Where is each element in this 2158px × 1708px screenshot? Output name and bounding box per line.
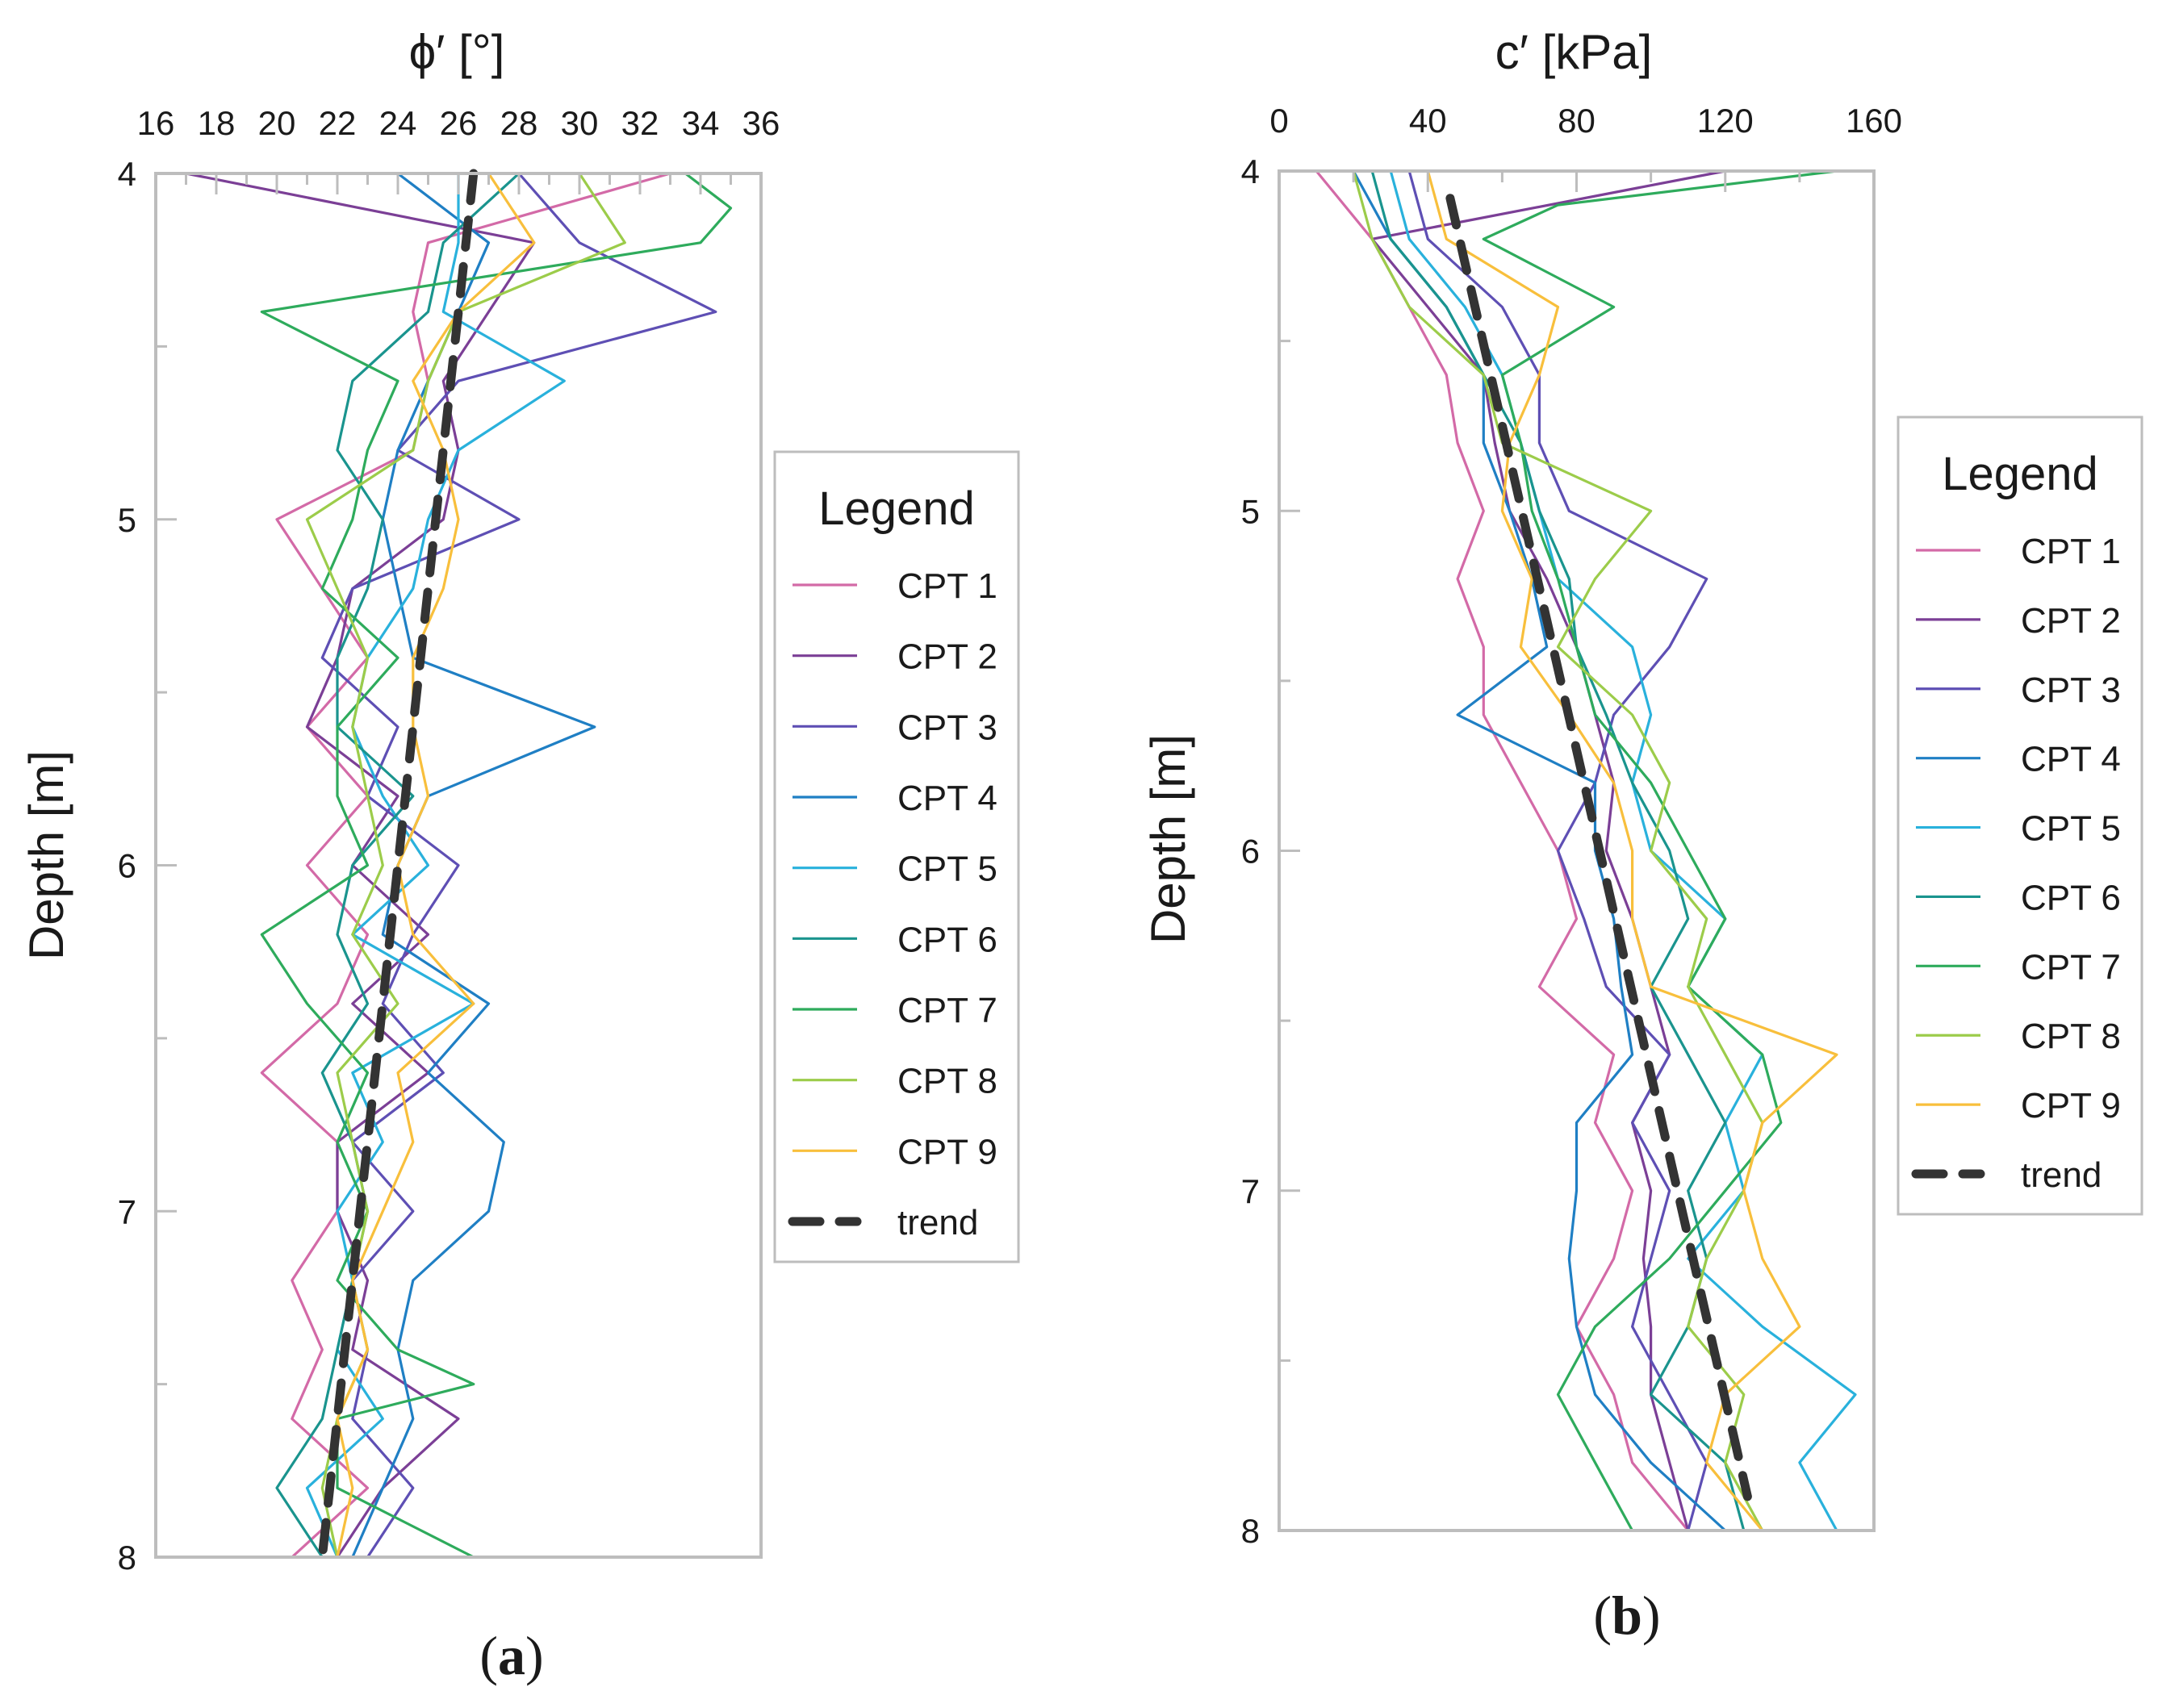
- panel-a-x-tick-label: 20: [258, 104, 296, 142]
- panel-a-legend-title: Legend: [818, 482, 975, 535]
- panel-a-legend-label: CPT 9: [897, 1132, 997, 1171]
- panel-b-x-tick-label: 0: [1269, 102, 1288, 140]
- panel-a-trend-line: [317, 169, 479, 1562]
- panel-a-caption: (a): [479, 1625, 543, 1686]
- panel-b-x-tick-label: 40: [1409, 102, 1447, 140]
- panel-a-legend-label: CPT 1: [897, 566, 997, 606]
- panel-b-series-cpt-7: [1482, 169, 1838, 1531]
- panel-a-y-tick-label: 7: [118, 1192, 136, 1230]
- panel-a-series-cpt-7: [260, 172, 733, 1559]
- panel-a-x-tick-label: 22: [319, 104, 357, 142]
- panel-b-legend-label: CPT 5: [2021, 809, 2121, 849]
- panel-a-legend: Legend CPT 1 CPT 2 CPT 3 CPT 4 CPT 5 CPT 6 CPT …: [773, 450, 1020, 1263]
- panel-b-series-cpt-5: [1389, 170, 1857, 1531]
- panel-a-x-tick-label: 34: [682, 104, 720, 142]
- panel-a-x-tick-label: 18: [198, 104, 236, 142]
- panel-a-series-cpt-1: [260, 172, 671, 1559]
- panel-a-legend-label: CPT 8: [897, 1062, 997, 1101]
- panel-a-legend-label: CPT 4: [897, 779, 997, 818]
- panel-b-legend-label: trend: [2021, 1155, 2102, 1195]
- panel-a-x-tick-label: 32: [621, 104, 659, 142]
- panel-b-y-tick-label: 4: [1241, 152, 1260, 190]
- panel-a-x-axis-title: ϕ′ [°]: [409, 25, 505, 79]
- panel-b-series-cpt-9: [1426, 170, 1838, 1532]
- panel-b-legend-label: CPT 7: [2021, 947, 2121, 987]
- panel-a-legend-box: [773, 450, 1020, 1263]
- panel-a-x-tick-label: 16: [137, 104, 175, 142]
- panel-a-legend-label: trend: [897, 1203, 978, 1242]
- panel-a-legend-label: CPT 3: [897, 708, 997, 747]
- panel-a-plot-area: [186, 169, 733, 1562]
- panel-b-series-cpt-2: [1370, 169, 1726, 1531]
- panel-b-x-axis-title: c′ [kPa]: [1495, 25, 1653, 79]
- panel-a-y-tick-label: 8: [118, 1539, 136, 1576]
- panel-a-x-tick-label: 26: [440, 104, 478, 142]
- panel-a-chart: 16 18 20 22 24 26 28 30 32 34 36 4 5 6 7 8 ϕ′ [°] Depth…: [19, 25, 1020, 1686]
- panel-b-legend-label: CPT 9: [2021, 1086, 2121, 1125]
- panel-b-y-tick-label: 6: [1241, 833, 1260, 871]
- panel-a-y-tick-label: 6: [118, 847, 136, 885]
- panel-b-legend: Legend CPT 1 CPT 2 CPT 3 CPT 4 CPT 5 CPT 6 CPT …: [1897, 416, 2143, 1216]
- panel-a-legend-label: CPT 5: [897, 850, 997, 889]
- panel-b-trend-line: [1445, 194, 1752, 1501]
- panel-a-legend-label: CPT 6: [897, 920, 997, 959]
- panel-b-legend-label: CPT 4: [2021, 740, 2121, 779]
- panel-a-series-cpt-4: [351, 172, 596, 1558]
- panel-a-y-tick-label: 5: [118, 501, 136, 539]
- panel-b-x-tick-label: 80: [1558, 102, 1595, 140]
- panel-b-legend-label: CPT 1: [2021, 532, 2121, 571]
- panel-b-plot-area: [1315, 169, 1857, 1532]
- panel-b-legend-label: CPT 8: [2021, 1017, 2121, 1056]
- panel-b-legend-label: CPT 2: [2021, 601, 2121, 641]
- panel-a-y-tick-label: 4: [118, 155, 136, 193]
- panel-b-series-cpt-8: [1352, 170, 1764, 1531]
- panel-a-series-cpt-6: [275, 172, 521, 1558]
- panel-a-x-tick-label: 30: [561, 104, 599, 142]
- panel-a-x-tick-label: 24: [379, 104, 417, 142]
- panel-a-series-cpt-2: [186, 172, 536, 1558]
- panel-a-legend-label: CPT 2: [897, 637, 997, 677]
- panel-b-series-cpt-3: [1407, 170, 1708, 1531]
- panel-a-series-cpt-3: [320, 172, 717, 1558]
- panel-a-axes: 16 18 20 22 24 26 28 30 32 34 36 4 5 6 7 8: [118, 104, 780, 1576]
- panel-b-y-tick-label: 8: [1241, 1512, 1260, 1550]
- panel-b-legend-title: Legend: [1942, 448, 2098, 500]
- panel-a-x-tick-label: 36: [742, 104, 780, 142]
- panel-b-legend-label: CPT 6: [2021, 878, 2121, 917]
- panel-a-y-axis-title: Depth [m]: [19, 750, 73, 960]
- panel-a-legend-label: CPT 7: [897, 991, 997, 1030]
- panel-b-caption: (b): [1593, 1585, 1660, 1646]
- panel-b-x-tick-label: 160: [1846, 102, 1902, 140]
- panel-b-axes: 0 40 80 120 160 4 5 6 7 8: [1241, 102, 1902, 1550]
- panel-b-x-tick-label: 120: [1697, 102, 1754, 140]
- panel-b-y-tick-label: 7: [1241, 1172, 1260, 1210]
- panel-a-x-tick-label: 28: [500, 104, 538, 142]
- panel-b-chart: 0 40 80 120 160 4 5 6 7 8 c′ [kPa] Depth [m] Lege…: [1141, 25, 2143, 1646]
- panel-b-y-tick-label: 5: [1241, 492, 1260, 530]
- panel-b-legend-label: CPT 3: [2021, 670, 2121, 710]
- panel-a-series-cpt-9: [336, 173, 536, 1558]
- panel-b-y-axis-title: Depth [m]: [1141, 734, 1195, 944]
